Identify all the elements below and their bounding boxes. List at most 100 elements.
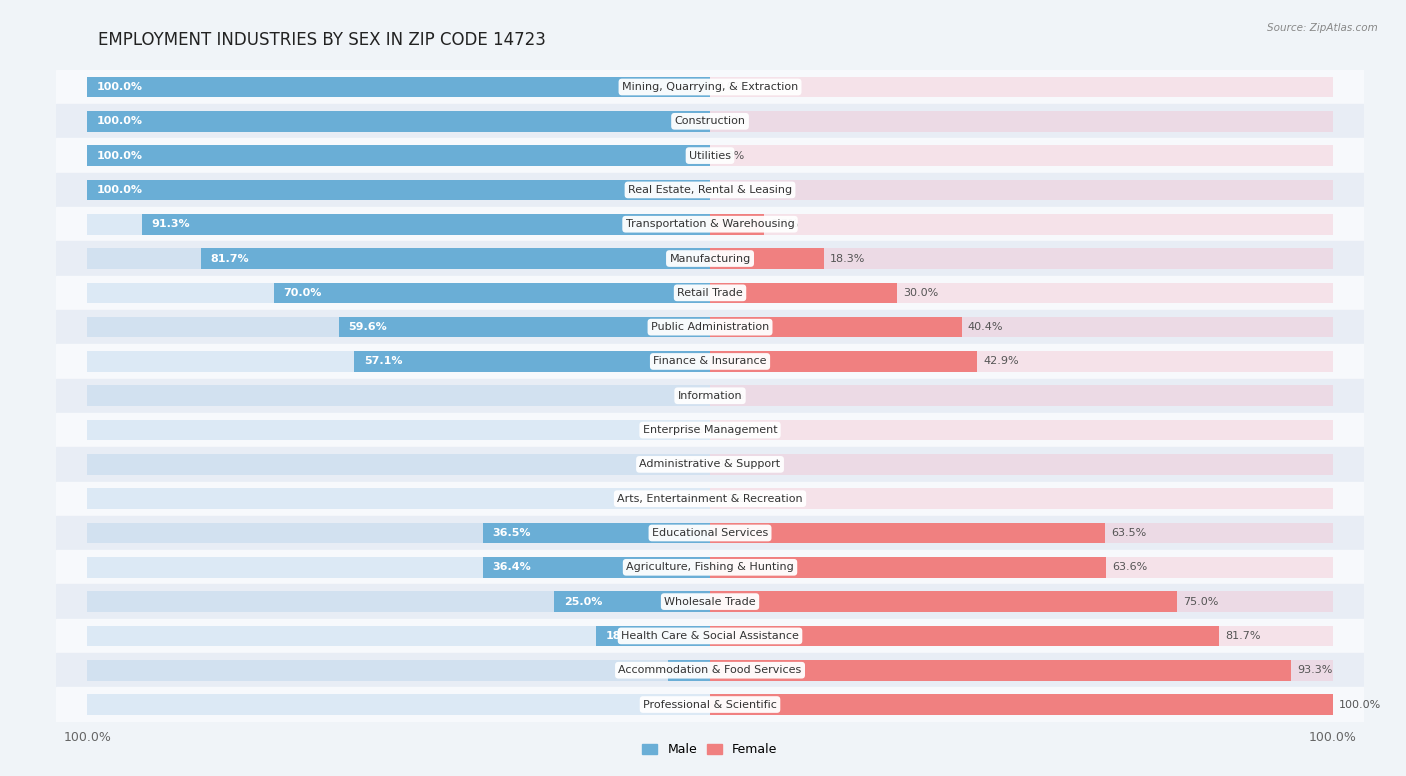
Text: 42.9%: 42.9% [983,356,1019,366]
Bar [710,420,1333,440]
Bar [56,207,1364,241]
Legend: Male, Female: Male, Female [637,738,783,761]
Text: 100.0%: 100.0% [1339,699,1381,709]
Text: 63.5%: 63.5% [1112,528,1147,538]
Text: 25.0%: 25.0% [564,597,602,607]
Bar [87,111,710,132]
Text: 0.0%: 0.0% [716,425,745,435]
Text: 0.0%: 0.0% [675,425,704,435]
Bar [56,275,1364,310]
Text: Health Care & Social Assistance: Health Care & Social Assistance [621,631,799,641]
Text: 0.0%: 0.0% [716,494,745,504]
Bar [56,379,1364,413]
Bar [710,282,897,303]
Bar [87,111,710,132]
Text: Utilities: Utilities [689,151,731,161]
Bar [87,488,710,509]
Bar [56,653,1364,688]
Bar [87,625,710,646]
Text: Professional & Scientific: Professional & Scientific [643,699,778,709]
Text: Finance & Insurance: Finance & Insurance [654,356,766,366]
Bar [710,557,1333,577]
Bar [710,523,1105,543]
Bar [87,352,710,372]
Text: 100.0%: 100.0% [97,151,143,161]
Text: Arts, Entertainment & Recreation: Arts, Entertainment & Recreation [617,494,803,504]
Bar [710,214,765,234]
Text: Public Administration: Public Administration [651,322,769,332]
Text: Wholesale Trade: Wholesale Trade [664,597,756,607]
Bar [87,282,710,303]
Text: Enterprise Management: Enterprise Management [643,425,778,435]
Bar [87,145,710,166]
Text: 0.0%: 0.0% [716,185,745,195]
Text: Administrative & Support: Administrative & Support [640,459,780,469]
Text: Transportation & Warehousing: Transportation & Warehousing [626,220,794,229]
Text: 70.0%: 70.0% [284,288,322,298]
Bar [56,482,1364,516]
Text: 0.0%: 0.0% [716,459,745,469]
Text: 0.0%: 0.0% [716,82,745,92]
Bar [668,660,710,681]
Bar [87,248,710,268]
Bar [554,591,710,612]
Bar [710,111,1333,132]
Bar [56,104,1364,138]
Bar [87,420,710,440]
Text: 75.0%: 75.0% [1184,597,1219,607]
Bar [710,660,1333,681]
Text: Agriculture, Fishing & Hunting: Agriculture, Fishing & Hunting [626,563,794,572]
Bar [87,386,710,406]
Bar [56,618,1364,653]
Text: EMPLOYMENT INDUSTRIES BY SEX IN ZIP CODE 14723: EMPLOYMENT INDUSTRIES BY SEX IN ZIP CODE… [98,31,547,49]
Text: 0.0%: 0.0% [716,151,745,161]
Bar [710,591,1177,612]
Bar [354,352,710,372]
Text: 100.0%: 100.0% [97,116,143,126]
Bar [87,317,710,338]
Bar [56,70,1364,104]
Bar [56,413,1364,447]
Text: Source: ZipAtlas.com: Source: ZipAtlas.com [1267,23,1378,33]
Bar [87,695,710,715]
Bar [56,345,1364,379]
Bar [56,516,1364,550]
Bar [339,317,710,338]
Bar [87,454,710,475]
Text: 36.5%: 36.5% [492,528,530,538]
Bar [710,557,1107,577]
Bar [87,523,710,543]
Bar [87,179,710,200]
Bar [201,248,710,268]
Bar [87,77,710,97]
Text: 18.3%: 18.3% [606,631,644,641]
Text: Manufacturing: Manufacturing [669,254,751,264]
Bar [56,241,1364,275]
Text: 0.0%: 0.0% [675,459,704,469]
Bar [710,386,1333,406]
Text: 8.7%: 8.7% [770,220,799,229]
Bar [710,695,1333,715]
Bar [710,214,1333,234]
Bar [56,310,1364,345]
Bar [87,557,710,577]
Bar [710,660,1291,681]
Bar [87,660,710,681]
Bar [87,77,710,97]
Text: 18.3%: 18.3% [830,254,866,264]
Bar [710,695,1333,715]
Bar [710,317,962,338]
Text: 0.0%: 0.0% [675,391,704,400]
Text: Information: Information [678,391,742,400]
Bar [710,523,1333,543]
Text: Educational Services: Educational Services [652,528,768,538]
Bar [274,282,710,303]
Bar [710,179,1333,200]
Text: 0.0%: 0.0% [716,391,745,400]
Bar [142,214,710,234]
Bar [710,145,1333,166]
Bar [710,591,1333,612]
Text: 6.7%: 6.7% [634,665,662,675]
Text: 81.7%: 81.7% [1225,631,1260,641]
Bar [482,523,710,543]
